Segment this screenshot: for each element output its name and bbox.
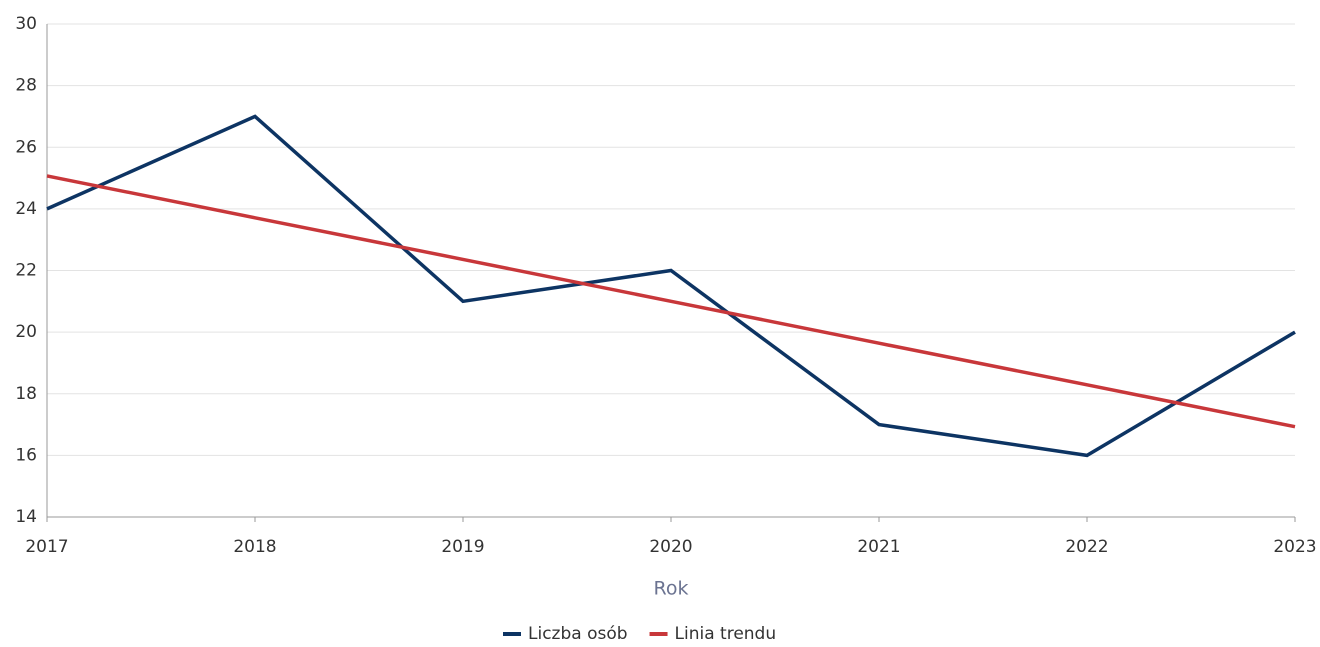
- x-axis-label: Rok: [654, 578, 689, 600]
- y-tick-label: 24: [15, 199, 37, 219]
- series-line: [46, 174, 1296, 429]
- x-tick-label: 2019: [441, 537, 484, 557]
- x-tick-label: 2017: [25, 537, 68, 557]
- x-tick-label: 2018: [233, 537, 276, 557]
- y-tick-label: 28: [15, 76, 37, 96]
- x-tick-label: 2023: [1273, 537, 1316, 557]
- legend-label: Liczba osób: [528, 624, 628, 644]
- x-tick-label: 2022: [1065, 537, 1108, 557]
- x-tick-label: 2020: [649, 537, 692, 557]
- y-tick-label: 20: [15, 322, 37, 342]
- series-line: [46, 114, 1296, 458]
- y-tick-label: 16: [15, 445, 37, 465]
- y-tick-label: 22: [15, 261, 37, 281]
- y-tick-label: 14: [15, 507, 37, 527]
- legend-label: Linia trendu: [675, 624, 777, 644]
- y-tick-label: 30: [15, 14, 37, 34]
- x-tick-label: 2021: [857, 537, 900, 557]
- y-tick-label: 18: [15, 384, 37, 404]
- y-tick-label: 26: [15, 137, 37, 157]
